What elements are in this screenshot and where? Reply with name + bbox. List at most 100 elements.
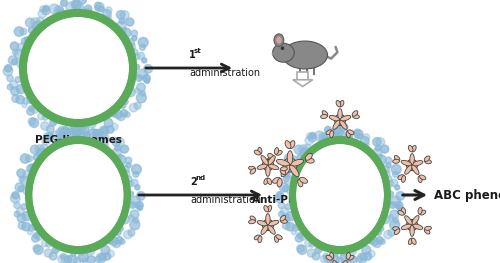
Circle shape <box>94 2 101 9</box>
Ellipse shape <box>420 210 426 215</box>
Circle shape <box>104 119 113 127</box>
Circle shape <box>126 18 134 26</box>
Circle shape <box>26 155 32 162</box>
Circle shape <box>54 6 64 15</box>
Text: administration: administration <box>190 195 262 205</box>
Circle shape <box>74 4 84 13</box>
Ellipse shape <box>266 158 274 163</box>
Circle shape <box>131 30 138 37</box>
Circle shape <box>390 179 398 186</box>
Circle shape <box>324 255 332 263</box>
Circle shape <box>308 134 316 142</box>
Ellipse shape <box>268 156 276 165</box>
Circle shape <box>26 96 34 103</box>
Ellipse shape <box>285 141 291 149</box>
Circle shape <box>380 145 388 153</box>
Circle shape <box>80 123 85 128</box>
Circle shape <box>282 186 288 192</box>
Circle shape <box>72 1 81 10</box>
Circle shape <box>282 214 290 222</box>
Circle shape <box>38 9 46 18</box>
Circle shape <box>50 252 57 260</box>
Ellipse shape <box>274 34 284 47</box>
Circle shape <box>102 134 109 140</box>
Ellipse shape <box>402 208 406 214</box>
Circle shape <box>388 229 395 236</box>
Circle shape <box>138 69 147 79</box>
Circle shape <box>46 125 54 133</box>
Circle shape <box>7 84 13 90</box>
Circle shape <box>16 208 24 216</box>
Ellipse shape <box>268 220 279 226</box>
Circle shape <box>142 74 150 82</box>
Circle shape <box>12 192 19 199</box>
Circle shape <box>28 118 36 125</box>
Circle shape <box>56 133 66 142</box>
Ellipse shape <box>254 235 260 240</box>
Circle shape <box>14 49 24 59</box>
Circle shape <box>283 158 297 172</box>
Ellipse shape <box>410 154 414 165</box>
Circle shape <box>66 2 76 12</box>
Circle shape <box>363 134 370 140</box>
Text: PEG-liposomes: PEG-liposomes <box>34 135 122 145</box>
Circle shape <box>17 60 25 68</box>
Circle shape <box>381 165 390 174</box>
Ellipse shape <box>348 255 354 260</box>
Circle shape <box>116 155 126 165</box>
Circle shape <box>406 159 418 171</box>
Ellipse shape <box>266 214 270 225</box>
Circle shape <box>368 250 375 257</box>
Ellipse shape <box>412 216 419 225</box>
Circle shape <box>360 136 369 145</box>
Circle shape <box>32 235 40 242</box>
Ellipse shape <box>272 177 280 183</box>
Circle shape <box>27 164 34 172</box>
Ellipse shape <box>333 261 340 263</box>
Circle shape <box>56 7 64 14</box>
Circle shape <box>101 246 110 254</box>
Circle shape <box>280 183 288 192</box>
Circle shape <box>128 229 135 236</box>
Circle shape <box>121 215 130 224</box>
Text: ABC phenomenon: ABC phenomenon <box>434 189 500 201</box>
Ellipse shape <box>280 169 285 175</box>
Ellipse shape <box>281 165 290 177</box>
Ellipse shape <box>420 175 426 180</box>
Ellipse shape <box>258 236 262 242</box>
Circle shape <box>52 246 59 253</box>
Circle shape <box>315 246 322 253</box>
Circle shape <box>286 211 295 221</box>
Circle shape <box>305 136 314 145</box>
Circle shape <box>304 240 312 247</box>
Circle shape <box>26 108 34 115</box>
Circle shape <box>278 202 284 209</box>
Ellipse shape <box>424 226 432 230</box>
Circle shape <box>34 245 43 254</box>
Circle shape <box>99 126 109 136</box>
Ellipse shape <box>352 111 358 116</box>
Circle shape <box>63 129 70 136</box>
Circle shape <box>93 130 102 139</box>
Circle shape <box>130 202 136 208</box>
Ellipse shape <box>340 100 344 107</box>
Circle shape <box>128 215 134 220</box>
Ellipse shape <box>340 261 347 263</box>
Circle shape <box>18 186 24 192</box>
Circle shape <box>134 64 140 70</box>
Circle shape <box>98 254 105 260</box>
Circle shape <box>388 191 394 196</box>
Ellipse shape <box>248 220 256 224</box>
Ellipse shape <box>401 160 411 166</box>
Circle shape <box>336 131 346 140</box>
Ellipse shape <box>326 130 332 135</box>
Circle shape <box>19 176 24 182</box>
Ellipse shape <box>398 175 404 179</box>
Circle shape <box>36 148 46 158</box>
Circle shape <box>72 128 78 135</box>
Circle shape <box>14 211 20 217</box>
Circle shape <box>310 132 316 139</box>
Circle shape <box>144 78 150 83</box>
Circle shape <box>106 126 114 133</box>
Circle shape <box>122 170 130 178</box>
